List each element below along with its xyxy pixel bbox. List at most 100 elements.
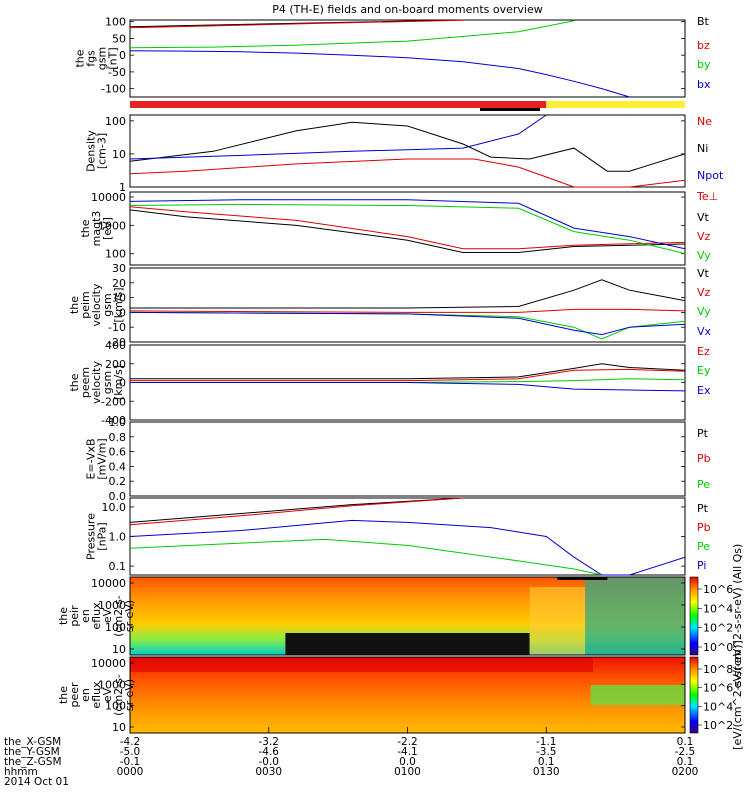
y-axis-label: fgs	[85, 50, 98, 67]
legend-peim_velocity-Vy: Vy	[697, 305, 711, 318]
y-axis-label: (cm2-s-	[112, 674, 125, 716]
y-tick-label: 0.6	[109, 446, 127, 459]
x-axis-row-hhmm: hhmm 0000 0030 0100 0130 0200	[4, 766, 698, 778]
y-tick-label: 1.0	[109, 416, 127, 429]
y-axis-label: en	[79, 609, 92, 623]
y-axis-label: the	[68, 296, 81, 314]
legend-pressure-Pi: Pi	[697, 559, 706, 572]
x-tick-label: 0200	[672, 766, 699, 778]
y-axis-label: the	[68, 373, 81, 391]
y-tick-label: 100	[105, 248, 126, 261]
series-peem_velocity-Vt	[130, 363, 685, 380]
chart-title: P4 (TH-E) fields and on-board moments ov…	[272, 3, 543, 16]
y-axis-label: the	[74, 49, 87, 67]
legend-temp-Vy: Vy	[697, 249, 711, 262]
y-tick-label: 200	[105, 358, 126, 371]
y-axis-label: eV	[101, 687, 114, 702]
y-tick-label: 0.4	[109, 460, 127, 473]
x-tick-label: 0.1	[677, 736, 694, 748]
legend-pressure-Pt: Pt	[697, 502, 709, 515]
y-tick-label: -400	[101, 414, 126, 427]
y-tick-label: 0.8	[109, 431, 127, 444]
y-axis-label: sr-eV)	[123, 600, 136, 632]
x-tick-label: -0.1	[120, 756, 141, 768]
y-tick-label: 30	[112, 262, 126, 275]
series-peem_velocity-Vz	[130, 368, 685, 382]
series-pressure-Pi	[130, 519, 685, 576]
series-pressure-Pt	[130, 497, 464, 523]
x-tick-label: -3.5	[536, 746, 557, 758]
series-peim_velocity-Vx	[130, 311, 685, 336]
y-axis-label: [cm-3]	[96, 133, 109, 169]
panel-frame	[129, 267, 686, 343]
y-axis-label: peem	[79, 367, 92, 398]
y-tick-label: 100	[105, 115, 126, 128]
y-tick-label: 1000	[98, 219, 126, 232]
mode-bar-yellow	[546, 101, 685, 108]
series-density-Ne	[130, 158, 685, 188]
y-axis-label: eflux	[90, 681, 103, 709]
y-tick-label: 10000	[91, 191, 126, 204]
legend-temp-Vz: Vz	[697, 230, 711, 243]
y-tick-label: 100	[105, 621, 126, 634]
y-tick-label: 0.0	[109, 490, 127, 503]
colorbar-tick-label: 10^6	[703, 583, 733, 596]
legend-temp-Vt: Vt	[697, 211, 710, 224]
colorbar-label: [eV/(cm^2-s-sr-eV)]	[731, 640, 744, 750]
y-axis-label: E=-VxB	[85, 438, 98, 479]
y-tick-label: -20	[108, 336, 126, 349]
series-temp-Till	[130, 203, 685, 255]
y-tick-label: -10	[108, 321, 126, 334]
x-tick-label: 0000	[117, 766, 144, 778]
x-row-label: hhmm	[4, 766, 38, 778]
legend-fgs-Bt: Bt	[697, 15, 710, 28]
y-tick-label: -50	[108, 66, 126, 79]
colorbar-tick-label: 10^6	[703, 682, 733, 695]
colorbar-tick-label: 10^0	[703, 641, 733, 654]
y-tick-label: 100	[105, 700, 126, 713]
x-tick-label: 0100	[394, 766, 421, 778]
y-tick-label: 1	[119, 181, 126, 194]
series-peim_velocity-Vt	[130, 279, 685, 309]
y-axis-label: gsm	[96, 47, 109, 70]
legend-density-Ne: Ne	[697, 115, 712, 128]
x-tick-label: -0.0	[259, 756, 280, 768]
x-tick-label: -2.2	[397, 736, 418, 748]
y-tick-label: 10	[112, 643, 126, 656]
y-tick-label: 1000	[98, 678, 126, 691]
legend-efield-Pe: Pe	[697, 478, 710, 491]
y-tick-label: 20	[112, 277, 126, 290]
x-axis-row-the_Y-GSM: the_Y-GSM -5.0 -4.6 -4.1 -3.5 -2.5	[4, 746, 695, 758]
panel-frame	[129, 497, 686, 576]
y-tick-label: 0	[119, 306, 126, 319]
y-axis-label: [eV]	[101, 217, 114, 240]
y-axis-label: sr-eV)	[123, 679, 136, 711]
legend-peem_velocity-Ey: Ey	[697, 364, 711, 377]
panel-efield: 1.0 0.8 0.60.4 0.2 0.0 E=-VxB[mV/m] Pt Pb Pe	[85, 416, 711, 503]
legend-fgs-by: by	[697, 58, 711, 71]
y-tick-label: 0	[119, 377, 126, 390]
y-axis-label: [nT]	[107, 47, 120, 69]
mode-bar-red	[130, 101, 547, 108]
y-axis-label: peir	[68, 605, 81, 627]
y-axis-label: [nPa]	[96, 522, 109, 550]
panel-peer_spec: 10^810^610^410^2[eV/(cm^2-s-sr-eV)]10000…	[57, 640, 744, 750]
legend-density-Ni: Ni	[697, 142, 708, 155]
series-density-Ni	[130, 121, 685, 172]
series-temp-Tell	[130, 209, 685, 253]
y-tick-label: 10.0	[102, 501, 127, 514]
y-axis-label: velocity	[90, 361, 103, 404]
panel-frame	[129, 421, 686, 497]
y-tick-label: 10000	[91, 657, 126, 670]
panel-frame	[129, 114, 686, 188]
y-tick-label: 10	[112, 721, 126, 734]
x-tick-label: 0.1	[677, 756, 694, 768]
legend-peim_velocity-Vt: Vt	[697, 267, 710, 280]
series-pressure-Pe	[130, 538, 602, 576]
spectrogram-turbulent-region	[585, 577, 685, 655]
spectrogram-high-energy	[130, 657, 593, 672]
